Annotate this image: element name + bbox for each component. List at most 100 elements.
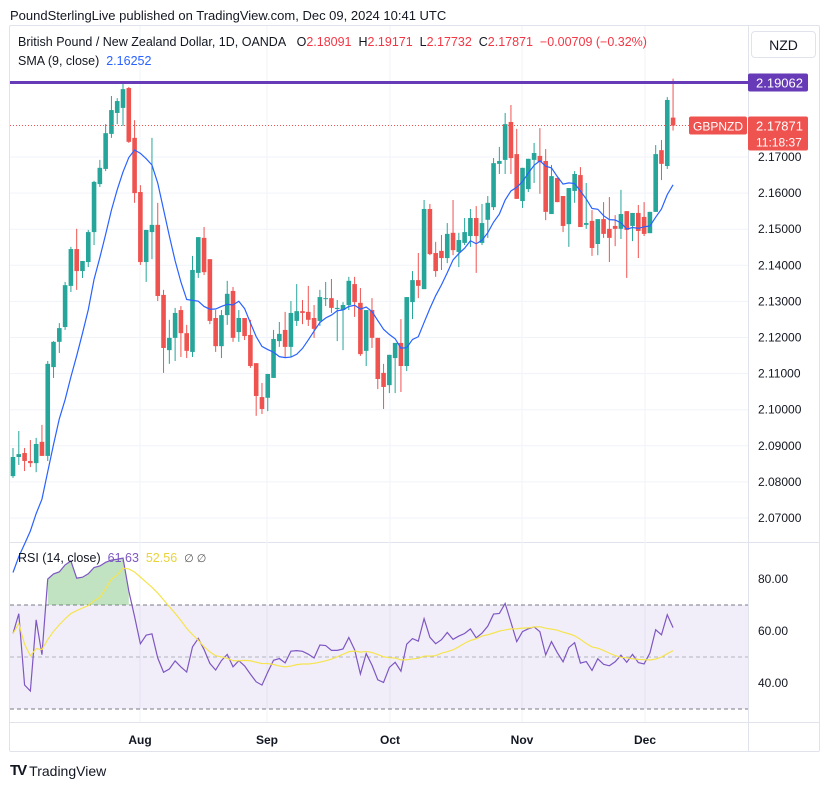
candle-body bbox=[566, 188, 572, 225]
x-tick-label: Oct bbox=[380, 733, 400, 747]
hline-price-label: 2.19062 bbox=[756, 76, 803, 91]
candle bbox=[282, 311, 288, 357]
candle-body bbox=[433, 253, 438, 272]
y-tick-label: 2.09000 bbox=[758, 439, 802, 453]
rsi-label: RSI (14, close) bbox=[18, 551, 101, 565]
candle-body bbox=[497, 160, 502, 164]
candle bbox=[549, 164, 554, 215]
candle-body bbox=[288, 312, 294, 347]
candle bbox=[126, 86, 132, 143]
candle bbox=[543, 149, 548, 221]
candle bbox=[132, 120, 137, 203]
candle bbox=[91, 180, 97, 246]
candle bbox=[497, 146, 502, 174]
rsi-value: 61.63 bbox=[107, 551, 139, 565]
candle bbox=[595, 219, 601, 256]
tradingview-logo[interactable]: TV TradingView bbox=[10, 762, 106, 779]
candle-body bbox=[248, 334, 253, 367]
chart-frame bbox=[9, 25, 820, 752]
tradingview-logo-icon: TV bbox=[10, 762, 27, 779]
x-tick-label: Nov bbox=[511, 733, 534, 747]
rsi-extra: ∅ ∅ bbox=[184, 553, 207, 565]
candle bbox=[271, 329, 276, 378]
candle-body bbox=[410, 280, 415, 303]
candle-body bbox=[242, 318, 247, 337]
candle bbox=[259, 382, 265, 415]
candle bbox=[450, 199, 456, 256]
tradingview-brand: TradingView bbox=[29, 762, 107, 779]
candle bbox=[410, 271, 415, 320]
candle bbox=[363, 310, 369, 367]
y-tick-label: 2.08000 bbox=[758, 475, 802, 489]
candle-body bbox=[271, 338, 276, 378]
rsi-tick-label: 60.00 bbox=[758, 624, 788, 638]
candle bbox=[195, 237, 201, 278]
candle-body bbox=[491, 163, 496, 208]
candle-body bbox=[317, 297, 323, 321]
candle-body bbox=[114, 101, 120, 113]
candle-body bbox=[630, 212, 635, 226]
candle bbox=[317, 289, 323, 326]
candle-body bbox=[450, 232, 456, 251]
symbol-title: British Pound / New Zealand Dollar, 1D, … bbox=[18, 35, 287, 49]
rsi-legend[interactable]: RSI (14, close) 61.63 52.56 ∅ ∅ bbox=[18, 551, 206, 565]
candle-body bbox=[543, 160, 548, 212]
candle-body bbox=[439, 250, 444, 259]
candle bbox=[213, 310, 218, 352]
candle-body bbox=[583, 223, 589, 225]
candle bbox=[300, 299, 305, 325]
candle-body bbox=[149, 224, 155, 233]
candle-body bbox=[647, 211, 653, 234]
candle bbox=[161, 289, 166, 373]
candle-body bbox=[363, 310, 369, 351]
y-tick-label: 2.07000 bbox=[758, 511, 802, 525]
candle-body bbox=[340, 305, 346, 311]
sma-legend[interactable]: SMA (9, close) 2.16252 bbox=[18, 54, 151, 68]
candle bbox=[566, 188, 572, 247]
y-tick-label: 2.11000 bbox=[758, 367, 801, 381]
candle-body bbox=[109, 110, 114, 134]
candle-body bbox=[641, 216, 647, 234]
candle-body bbox=[22, 453, 27, 461]
candle bbox=[33, 437, 39, 473]
candle-body bbox=[381, 372, 386, 387]
candle bbox=[85, 229, 91, 268]
candle bbox=[22, 447, 27, 472]
candle bbox=[45, 360, 51, 461]
candle-body bbox=[74, 249, 79, 272]
candle-body bbox=[473, 218, 479, 237]
candle bbox=[207, 259, 213, 325]
candle bbox=[659, 140, 664, 181]
candle bbox=[439, 234, 444, 270]
rsi-line bbox=[12, 557, 674, 693]
candle-body bbox=[329, 298, 334, 308]
candle bbox=[636, 205, 641, 259]
candle bbox=[531, 142, 537, 183]
candle bbox=[404, 297, 410, 372]
last-price-label: 2.17871 bbox=[756, 119, 803, 134]
candle bbox=[352, 276, 357, 317]
x-tick-label: Aug bbox=[128, 733, 151, 747]
high-label: H bbox=[358, 35, 368, 49]
candle-body bbox=[502, 124, 508, 160]
candle-body bbox=[444, 233, 450, 259]
candle-body bbox=[462, 232, 467, 243]
candle bbox=[10, 447, 16, 478]
candle bbox=[28, 440, 33, 468]
candle-body bbox=[294, 311, 300, 321]
candle bbox=[427, 203, 433, 256]
candle bbox=[51, 341, 56, 378]
currency-button[interactable]: NZD bbox=[751, 31, 816, 58]
candle-body bbox=[595, 219, 601, 245]
symbol-tag bbox=[689, 116, 747, 135]
rsi-ma-value: 52.56 bbox=[145, 551, 178, 565]
candle-body bbox=[120, 89, 126, 108]
candle bbox=[421, 199, 427, 290]
y-tick-label: 2.13000 bbox=[758, 294, 802, 308]
candle bbox=[109, 95, 114, 138]
candle bbox=[224, 280, 230, 325]
rsi-tick-label: 40.00 bbox=[758, 676, 788, 690]
candle-body bbox=[155, 224, 161, 296]
candle-body bbox=[85, 232, 91, 263]
